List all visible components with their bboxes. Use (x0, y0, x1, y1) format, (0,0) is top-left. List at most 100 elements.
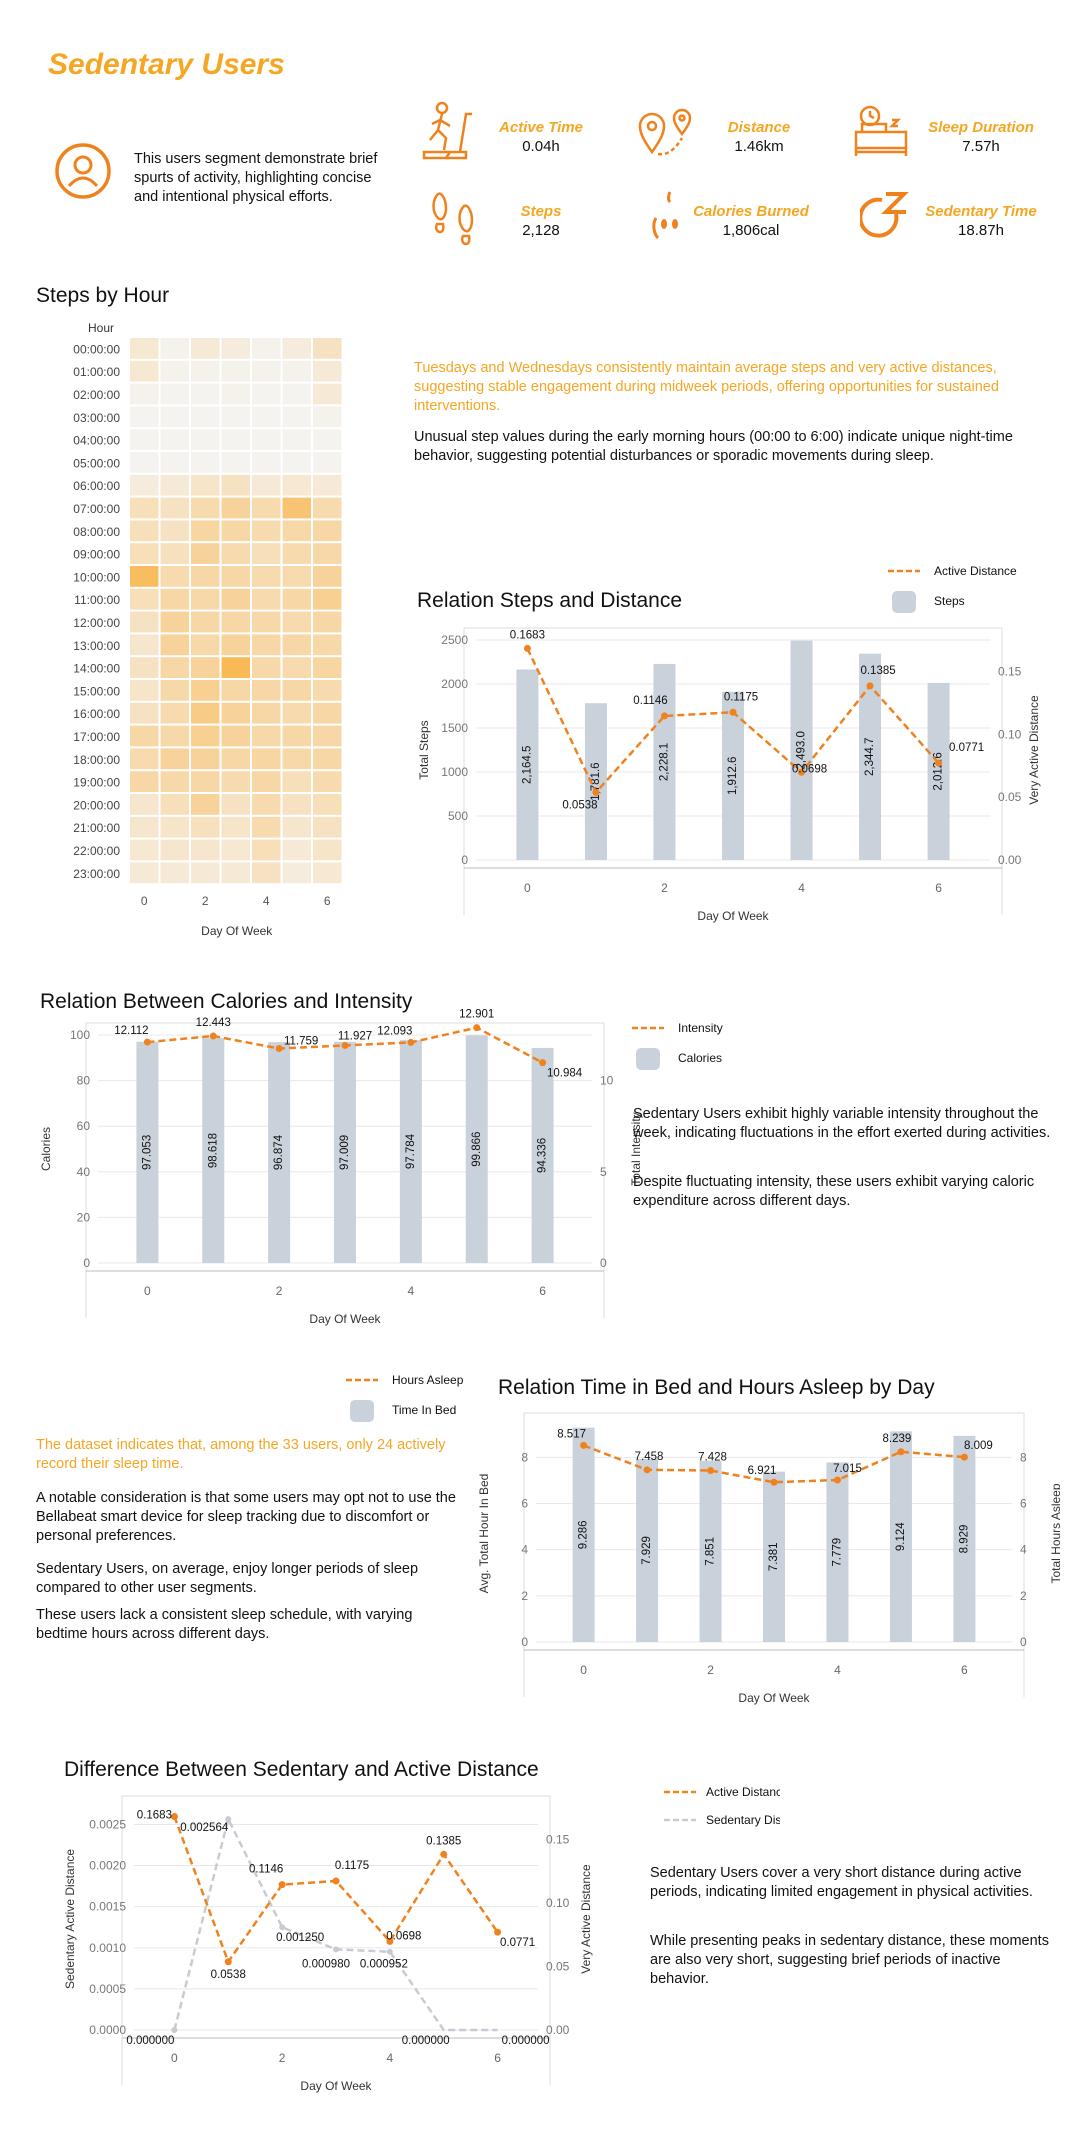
heatmap-cell (252, 611, 281, 633)
heatmap-cell (221, 566, 250, 587)
bar-value-label: 2,344.7 (864, 738, 876, 776)
bar (516, 669, 539, 860)
heatmap-cell (282, 725, 311, 747)
heatmap-cell (130, 839, 159, 861)
legend-sedentary-label: Sedentary Distance (706, 1813, 780, 1827)
heatmap-cell (313, 702, 342, 724)
heatmap-cell (221, 634, 250, 656)
heatmap-cell (130, 452, 159, 473)
heatmap-cell (191, 543, 220, 564)
y2-axis-label: Very Active Distance (1027, 695, 1041, 805)
y2-tick-label: 0.15 (546, 1833, 570, 1847)
heatmap-cell (191, 338, 220, 359)
heatmap-cell (252, 725, 281, 747)
heatmap-hour-label: 21:00:00 (73, 821, 120, 835)
heatmap-cell (160, 383, 189, 405)
heatmap-cell (313, 452, 342, 473)
y-tick-label: 0 (83, 1256, 90, 1270)
y2-tick-label: 0.15 (998, 664, 1022, 678)
heatmap-cell (282, 839, 311, 861)
active-point (224, 1958, 232, 1966)
heatmap-cell (313, 474, 342, 496)
sedentary-time-value: 18.87h (958, 222, 1004, 239)
steps-distance-chart: Active Distance Steps 0 500 1000 1500 2000 2500… (417, 564, 1041, 923)
bar (268, 1042, 291, 1263)
heatmap-cell (191, 474, 220, 496)
x-axis-label: Day Of Week (738, 1691, 810, 1705)
heatmap-hour-label: 12:00:00 (73, 616, 120, 630)
heatmap-cell (160, 429, 189, 450)
x-tick-label: 4 (798, 881, 805, 895)
heatmap-cell (282, 452, 311, 473)
bar (572, 1427, 595, 1642)
sedentary-point (333, 1946, 339, 1953)
bar-value-label: 98.618 (207, 1133, 219, 1168)
heatmap-cell (191, 611, 220, 633)
heatmap-cell (313, 634, 342, 656)
line-value-label: 12.901 (459, 1009, 494, 1021)
y2-tick-label: 8 (1020, 1450, 1027, 1464)
sedentary-value-label: 0.002564 (180, 1822, 229, 1834)
bed-asleep-chart: Hours Asleep Time In Bed 0 2 4 6 8 0 2 4 6 8 9.286 7.… (346, 1373, 1060, 1705)
heatmap-cell (191, 497, 220, 519)
legend-bar-label: Time In Bed (392, 1403, 456, 1417)
bed-clock-icon (852, 104, 914, 167)
heatmap-cell (221, 406, 250, 428)
y2-tick-label: 0.05 (546, 1960, 570, 1974)
heatmap-cell (221, 862, 250, 884)
heatmap-cell (282, 474, 311, 496)
bar (334, 1041, 356, 1263)
y2-tick-label: 10 (600, 1074, 614, 1088)
heatmap-cell (282, 360, 311, 382)
calories-note-2: Despite fluctuating intensity, these use… (633, 1174, 1035, 1209)
heatmap-cell (130, 771, 159, 792)
line-point (935, 759, 943, 767)
heatmap-cell (252, 702, 281, 724)
y2-axis-label: Very Active Distance (579, 1864, 593, 1974)
line-value-label: 8.517 (557, 1428, 586, 1440)
heatmap-cell (313, 657, 342, 678)
distance-note-2: While presenting peaks in sedentary dist… (650, 1933, 1049, 1987)
steps-note-black: Unusual step values during the early mor… (414, 429, 1013, 464)
map-pins-icon (638, 108, 696, 163)
heatmap-cell (130, 406, 159, 428)
heatmap-cell (191, 429, 220, 450)
heatmap-x-tick: 0 (141, 894, 148, 908)
heatmap-cell (252, 588, 281, 610)
bar-value-label: 2,164.5 (521, 746, 533, 784)
heatmap-cell (221, 429, 250, 450)
segment-description: This users segment demonstrate brief spu… (134, 151, 378, 205)
steps-value: 2,128 (522, 222, 560, 239)
heatmap-cell (130, 338, 159, 359)
heatmap-cell (130, 680, 159, 701)
bar (699, 1460, 722, 1642)
sedentary-point (386, 1948, 393, 1955)
bar (763, 1471, 785, 1642)
bar-value-label: 97.009 (339, 1135, 351, 1170)
heatmap-cell (130, 748, 159, 770)
heatmap-cell (221, 680, 250, 701)
heatmap-cell (282, 520, 311, 542)
heatmap-cell (282, 588, 311, 610)
bar (531, 1047, 554, 1263)
heatmap-cell (252, 680, 281, 701)
y-tick-label: 60 (77, 1119, 91, 1133)
y-tick-label: 2500 (441, 633, 468, 647)
sedentary-value-label: 0.000000 (402, 2035, 450, 2047)
active-point (440, 1850, 448, 1858)
heatmap-x-tick: 6 (324, 894, 331, 908)
bar (399, 1040, 422, 1263)
y-tick-label: 80 (77, 1074, 91, 1088)
y2-tick-label: 0.10 (998, 727, 1022, 741)
sedentary-value-label: 0.000952 (360, 1959, 408, 1971)
bar (584, 703, 607, 860)
heatmap-cell (221, 497, 250, 519)
legend-bar-swatch (350, 1400, 374, 1422)
y-tick-label: 40 (77, 1165, 91, 1179)
y2-tick-label: 0.10 (546, 1896, 570, 1910)
heatmap-cell (252, 452, 281, 473)
line-point (707, 1467, 715, 1475)
bar (722, 691, 744, 860)
heatmap-hour-label: 13:00:00 (73, 639, 120, 653)
bar-value-label: 9.286 (578, 1520, 590, 1549)
